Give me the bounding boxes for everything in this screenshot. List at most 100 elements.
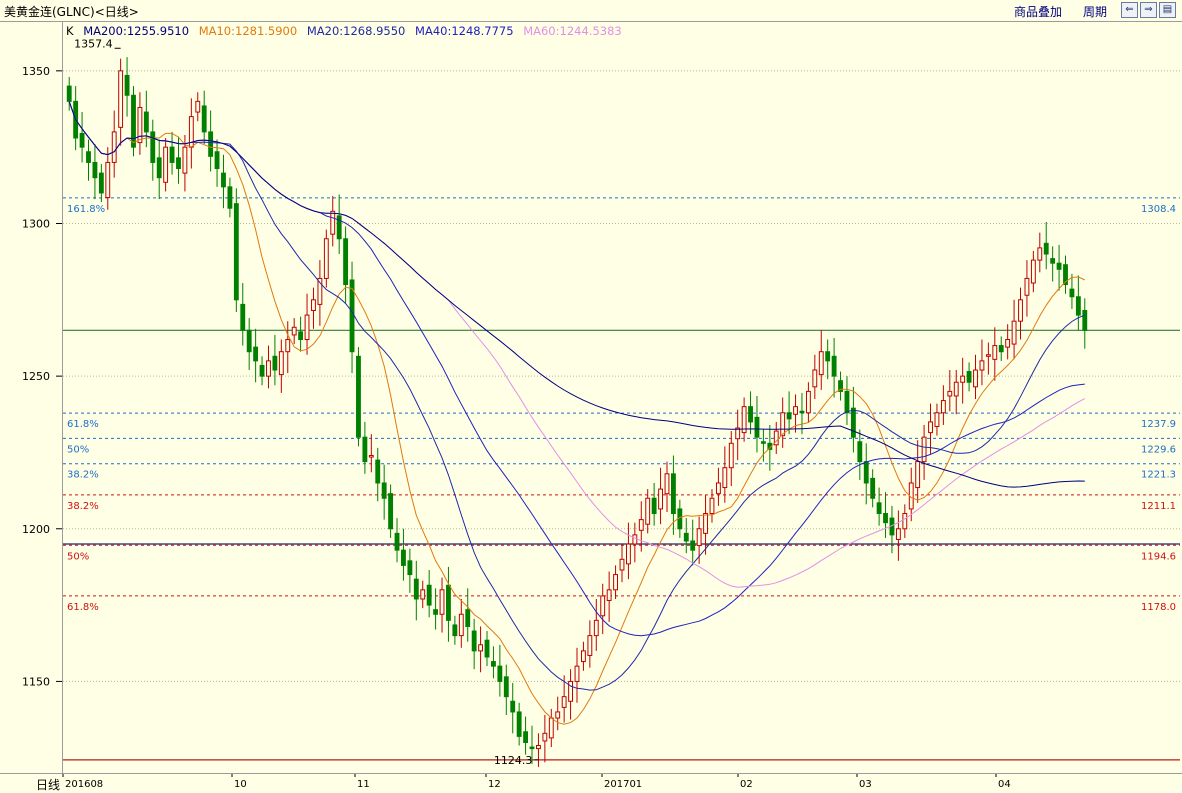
candle-82 (593, 619, 599, 637)
candle-88 (632, 534, 638, 545)
candle-101 (715, 482, 721, 495)
candle-2 (79, 132, 85, 148)
candle-29 (253, 346, 259, 362)
candle-19 (188, 116, 194, 148)
candle-38 (311, 299, 316, 311)
candle-126 (876, 502, 882, 515)
candle-127 (883, 513, 888, 524)
candle-9 (124, 74, 130, 96)
candle-39 (317, 277, 323, 305)
candle-44 (349, 279, 355, 353)
overlay-button[interactable]: 商品叠加 (1014, 5, 1063, 19)
candle-153 (1050, 258, 1056, 264)
prev-page-icon[interactable]: ⇐ (1121, 2, 1138, 18)
candle-148 (1018, 299, 1023, 322)
ma10-line (68, 101, 1086, 725)
fib-pct-label-6: 61.8% (67, 602, 99, 613)
candle-104 (735, 427, 741, 440)
candle-24 (221, 172, 226, 188)
candle-65 (484, 639, 490, 658)
candle-60 (452, 624, 458, 637)
candle-116 (812, 369, 818, 388)
candle-16 (169, 146, 175, 163)
candle-90 (645, 497, 651, 525)
candle-37 (304, 314, 310, 340)
candle-141 (973, 369, 978, 388)
candle-55 (420, 589, 426, 600)
candle-22 (208, 131, 214, 157)
candle-155 (1063, 264, 1068, 286)
candle-80 (580, 650, 586, 663)
candle-84 (606, 589, 612, 602)
indicator-legend: K MA200:1255.9510 MA10:1281.5900 MA20:12… (66, 24, 628, 38)
candle-75 (548, 717, 554, 739)
title-bar: 美黄金连(GLNC)<日线> 商品叠加 周期 ⇐ ⇒ ▤ (0, 0, 1182, 22)
candle-14 (156, 157, 162, 179)
candle-25 (227, 186, 233, 209)
ma60-line (68, 101, 1086, 588)
candle-118 (825, 351, 831, 362)
candle-67 (497, 665, 503, 682)
low-label: 1124.3 (494, 754, 533, 767)
fib-pct-label-1: 61.8% (67, 419, 99, 430)
candle-143 (985, 354, 991, 357)
candle-154 (1056, 262, 1062, 270)
candle-10 (131, 94, 136, 148)
candle-81 (587, 635, 593, 656)
candle-129 (895, 528, 901, 540)
candle-132 (915, 461, 921, 489)
candle-6 (105, 161, 111, 199)
ma200-line (68, 101, 1085, 488)
zoom-icon[interactable]: ▤ (1159, 2, 1176, 18)
candle-110 (773, 430, 779, 446)
candle-119 (831, 355, 837, 377)
period-button[interactable]: 周期 (1083, 5, 1108, 19)
candle-35 (291, 326, 297, 336)
candle-72 (529, 746, 535, 750)
candle-51 (394, 532, 400, 551)
candle-102 (722, 467, 728, 489)
candle-70 (516, 711, 522, 737)
candle-83 (600, 595, 606, 617)
period-label: 日线 (36, 778, 61, 792)
high-label: 1357.4 (74, 37, 113, 50)
candle-62 (465, 609, 471, 627)
candle-63 (471, 630, 477, 652)
candle-103 (728, 442, 734, 469)
candle-77 (561, 696, 567, 708)
candle-11 (137, 106, 143, 144)
candle-43 (343, 238, 349, 286)
candle-124 (863, 461, 869, 484)
legend-ma60: MA60:1244.5383 (523, 24, 622, 38)
fib-pct-label-4: 38.2% (67, 501, 99, 512)
candle-135 (934, 412, 940, 428)
candle-139 (960, 375, 966, 383)
candle-73 (536, 745, 541, 750)
candle-94 (670, 473, 676, 515)
candle-115 (805, 390, 811, 414)
candle-52 (401, 549, 406, 566)
candle-142 (979, 360, 985, 371)
candle-31 (266, 360, 271, 377)
fib-price-label-2: 1229.6 (1141, 444, 1176, 455)
fib-price-label-6: 1178.0 (1141, 602, 1176, 613)
candle-36 (298, 331, 304, 340)
next-page-icon[interactable]: ⇒ (1140, 2, 1157, 18)
fib-pct-label-0: 161.8% (67, 204, 105, 215)
fib-price-label-5: 1194.6 (1141, 551, 1176, 562)
candle-113 (793, 406, 798, 415)
candle-140 (966, 371, 972, 383)
fib-price-label-1: 1237.9 (1141, 419, 1176, 430)
candle-130 (902, 513, 908, 530)
legend-ma40: MA40:1248.7775 (415, 24, 514, 38)
candle-146 (1005, 338, 1011, 348)
fib-price-label-4: 1211.1 (1141, 501, 1176, 512)
candle-134 (928, 421, 933, 434)
candle-23 (214, 151, 220, 170)
candle-91 (651, 497, 657, 515)
candle-50 (388, 493, 394, 530)
candle-123 (857, 441, 863, 463)
candle-68 (503, 676, 509, 698)
candle-40 (323, 238, 329, 279)
